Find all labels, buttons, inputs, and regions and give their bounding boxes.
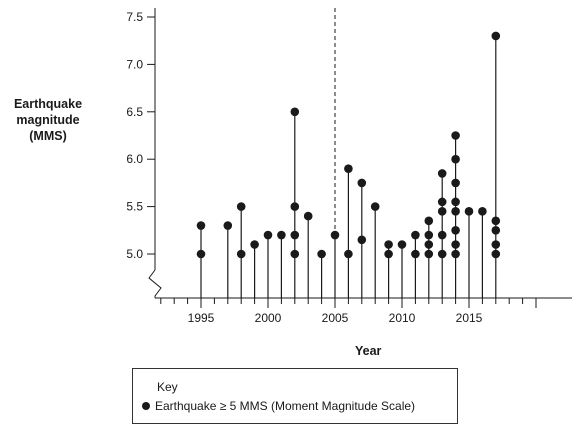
data-point — [451, 131, 460, 140]
y-tick-label: 6.5 — [126, 105, 143, 119]
data-point — [491, 240, 501, 249]
x-tick-label: 2010 — [389, 311, 416, 325]
data-point — [290, 249, 300, 259]
data-point — [451, 207, 460, 216]
data-point — [451, 226, 460, 235]
data-point — [236, 249, 246, 259]
data-point — [464, 207, 474, 216]
legend-entry-label: Earthquake ≥ 5 MMS (Moment Magnitude Sca… — [155, 399, 416, 413]
data-point — [491, 216, 501, 226]
data-point — [437, 197, 447, 207]
data-point — [451, 178, 460, 188]
data-point — [370, 202, 380, 211]
legend-entry: Earthquake ≥ 5 MMS (Moment Magnitude Sca… — [142, 399, 415, 413]
data-point — [491, 226, 501, 235]
legend-title: Key — [157, 380, 178, 394]
data-point — [196, 221, 206, 230]
data-point — [290, 230, 300, 240]
x-tick-label: 2015 — [456, 311, 483, 325]
y-tick-label: 7.0 — [126, 57, 143, 71]
data-point — [344, 249, 353, 259]
y-tick-label: 6.0 — [126, 152, 143, 166]
data-point — [437, 230, 447, 240]
data-point — [263, 230, 273, 240]
data-point — [437, 169, 447, 178]
y-tick-label: 5.0 — [126, 247, 143, 261]
data-point — [196, 249, 206, 259]
data-point — [277, 230, 286, 240]
y-axis-label-line: (MMS) — [29, 129, 67, 143]
data-point — [357, 235, 367, 245]
data-point — [303, 211, 313, 221]
data-point — [384, 240, 393, 249]
data-point — [437, 249, 447, 259]
data-point — [223, 221, 233, 230]
data-point — [397, 240, 407, 249]
legend-box: Key Earthquake ≥ 5 MMS (Moment Magnitude… — [132, 368, 458, 424]
data-point — [424, 230, 434, 240]
data-point — [357, 178, 367, 188]
y-axis-break — [148, 269, 162, 298]
data-point — [424, 216, 434, 226]
data-point — [424, 240, 434, 249]
x-axis-label: Year — [355, 344, 382, 358]
data-point — [424, 249, 434, 259]
data-point — [290, 107, 300, 117]
x-tick-label: 1995 — [188, 311, 215, 325]
y-tick-label: 5.5 — [126, 200, 143, 214]
data-point — [491, 249, 501, 259]
data-point — [344, 164, 353, 173]
data-point — [451, 197, 460, 207]
data-point — [384, 249, 393, 259]
data-point — [437, 207, 447, 216]
data-point — [411, 249, 420, 259]
x-tick-label: 2005 — [322, 311, 349, 325]
data-point — [411, 230, 420, 240]
data-point — [330, 230, 340, 240]
y-tick-label: 7.5 — [126, 10, 143, 24]
data-points — [196, 31, 501, 259]
data-point — [451, 154, 460, 164]
data-point — [478, 207, 487, 216]
y-axis-label-line: Earthquake — [13, 97, 83, 111]
legend-marker — [142, 402, 150, 410]
data-point — [290, 202, 300, 211]
data-point — [250, 240, 259, 249]
y-axis-label-line: magnitude — [16, 113, 80, 127]
data-point — [491, 31, 501, 41]
data-point — [317, 249, 326, 259]
data-point — [451, 240, 460, 249]
x-tick-label: 2000 — [255, 311, 282, 325]
data-point — [236, 202, 246, 211]
y-axis-label: Earthquake magnitude (MMS) — [0, 96, 96, 144]
data-point — [451, 249, 460, 259]
